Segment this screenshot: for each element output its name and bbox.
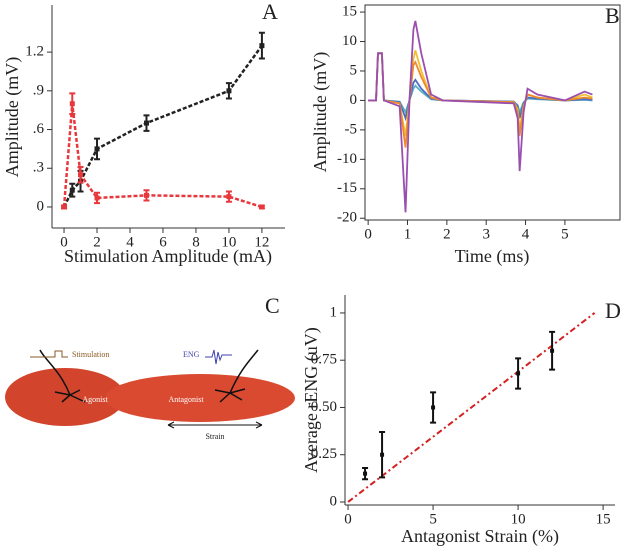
error-bar	[225, 190, 232, 203]
x-tick-label: 5	[561, 226, 569, 242]
y-tick-label: -15	[337, 180, 357, 196]
series-line	[62, 103, 263, 209]
panel-label: A	[262, 0, 278, 24]
y-tick-label: -20	[337, 210, 357, 226]
x-tick-label: 10	[511, 511, 526, 527]
x-axis-title: Antagonist Strain (%)	[401, 526, 559, 547]
x-tick-label: 10	[221, 234, 236, 250]
eng-label: ENG	[183, 350, 200, 359]
agonist-label: Agonist	[82, 395, 108, 404]
series-line	[368, 52, 593, 122]
y-tick-label: 5	[350, 62, 358, 78]
y-tick-label: 0	[350, 92, 358, 108]
x-axis-title: Stimulation Amplitude (mA)	[64, 246, 272, 267]
y-axis-title: Average rENG (uV)	[301, 327, 322, 473]
y-tick-label: 0.25	[311, 446, 337, 462]
strain-label: Strain	[205, 432, 224, 441]
antagonist-muscle	[105, 374, 295, 422]
eng-nerve	[214, 349, 259, 403]
strain-arrow	[167, 421, 263, 429]
y-tick-label: .6	[33, 121, 45, 137]
x-tick-label: 4	[522, 226, 530, 242]
error-bar	[143, 189, 150, 202]
error-bar	[69, 92, 76, 116]
muscle-diagram: C Stimulation ENG Agonist Antagonist Str…	[5, 293, 295, 441]
x-tick-label: 0	[344, 511, 352, 527]
stim-nerve	[39, 349, 86, 403]
x-axis-title: Time (ms)	[455, 246, 530, 267]
x-tick-label: 5	[429, 511, 437, 527]
y-tick-label: .3	[33, 160, 44, 176]
y-axis-title: Amplitude (mV)	[310, 52, 331, 172]
y-tick-label: 0	[37, 198, 45, 214]
x-tick-label: 8	[192, 234, 200, 250]
y-tick-label: 1	[330, 304, 338, 320]
x-tick-label: 15	[596, 511, 611, 527]
error-bar	[143, 114, 150, 132]
error-bar	[69, 182, 76, 198]
panel-label: D	[605, 298, 621, 323]
error-bar	[94, 191, 101, 205]
x-tick-label: 1	[404, 226, 412, 242]
y-tick-label: -10	[337, 151, 357, 167]
x-tick-label: 3	[482, 226, 490, 242]
point	[380, 452, 385, 457]
y-tick-label: 0.75	[311, 352, 337, 368]
y-tick-label: 0	[330, 493, 338, 509]
x-tick-label: 12	[254, 234, 269, 250]
error-bar	[258, 204, 265, 210]
y-tick-label: 1.2	[25, 44, 44, 60]
stimulation-label: Stimulation	[72, 350, 109, 359]
agonist-muscle	[5, 368, 125, 426]
x-tick-label: 2	[443, 226, 451, 242]
error-bar	[61, 204, 68, 210]
point	[550, 348, 555, 353]
error-bar	[94, 137, 101, 161]
x-tick-label: 2	[93, 234, 101, 250]
y-tick-label: 15	[342, 4, 357, 20]
series-line	[62, 44, 263, 208]
plot-frame	[364, 4, 621, 221]
x-tick-label: 6	[159, 234, 167, 250]
error-bar	[225, 82, 232, 100]
panel-label: C	[265, 293, 280, 318]
error-bar	[258, 31, 265, 60]
y-tick-label: 0.50	[311, 399, 337, 415]
panel-label: B	[605, 3, 620, 28]
x-tick-label: 0	[60, 234, 68, 250]
y-axis-title: Amplitude (mV)	[2, 57, 23, 177]
y-tick-label: 10	[342, 33, 357, 49]
point	[516, 371, 521, 376]
stim-pulse	[30, 350, 68, 358]
series-line	[368, 20, 593, 213]
point	[363, 471, 368, 476]
point	[431, 405, 436, 410]
x-tick-label: 4	[126, 234, 134, 250]
eng-signal	[205, 349, 232, 365]
trend-line	[347, 312, 596, 503]
y-tick-label: .9	[33, 82, 44, 98]
x-tick-label: 0	[364, 226, 372, 242]
antagonist-label: Antagonist	[168, 395, 204, 404]
series-line	[368, 52, 593, 116]
error-bar	[77, 165, 84, 184]
y-tick-label: -5	[345, 121, 358, 137]
